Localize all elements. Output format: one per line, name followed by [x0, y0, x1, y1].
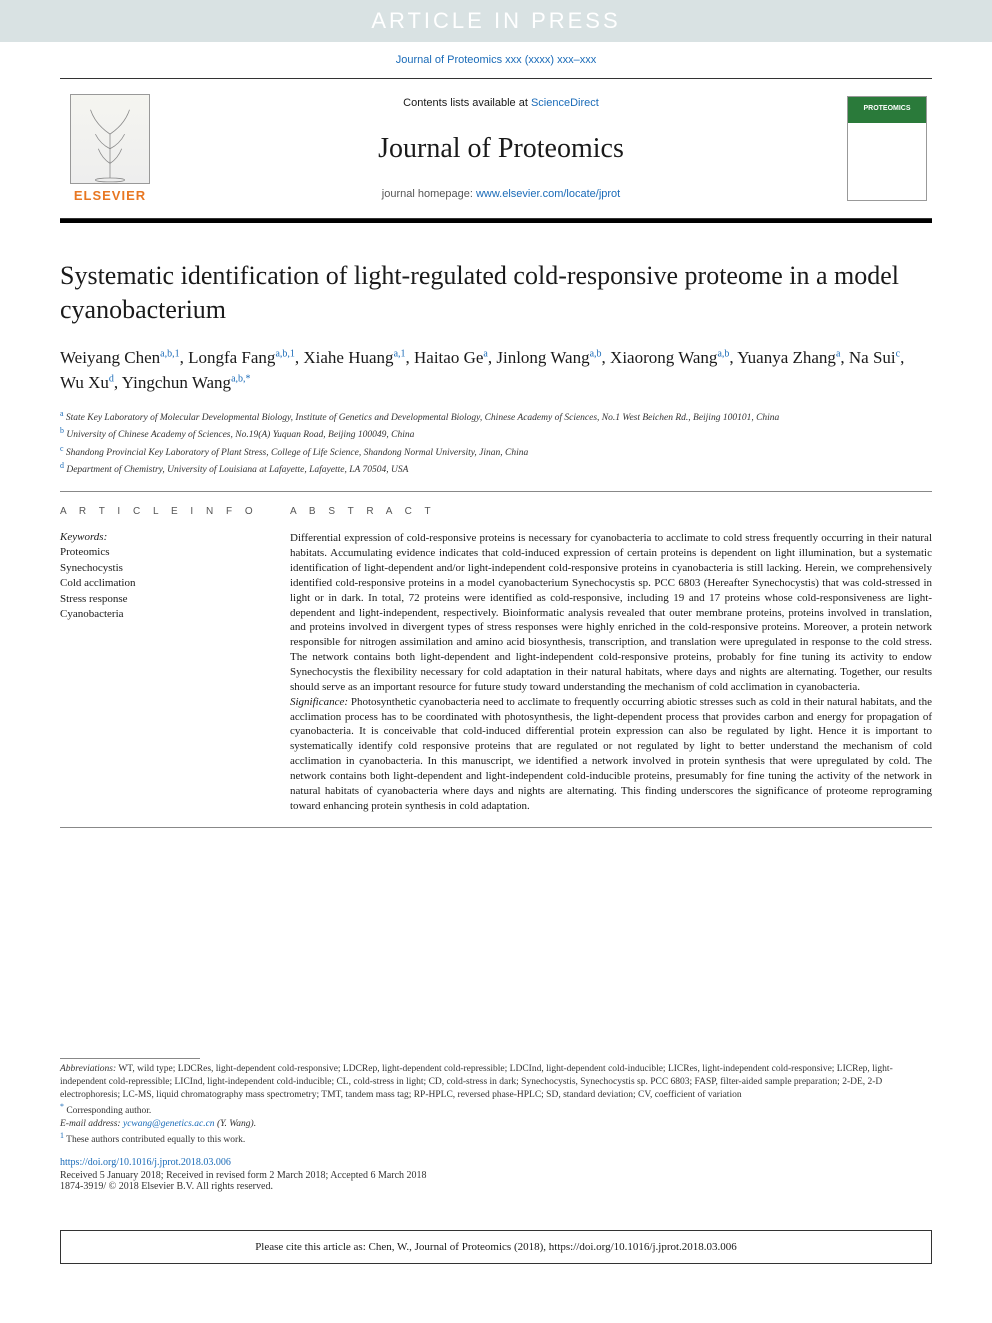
abstract-significance: Photosynthetic cyanobacteria need to acc…	[290, 696, 932, 812]
doi: https://doi.org/10.1016/j.jprot.2018.03.…	[60, 1157, 932, 1168]
authors-list: Weiyang Chena,b,1, Longfa Fanga,b,1, Xia…	[60, 345, 932, 396]
author: Xiaorong Wang	[610, 348, 717, 367]
sciencedirect-link[interactable]: ScienceDirect	[531, 97, 599, 109]
received-dates: Received 5 January 2018; Received in rev…	[60, 1170, 932, 1181]
keyword: Stress response	[60, 592, 260, 607]
elsevier-logo: ELSEVIER	[60, 89, 160, 208]
author: Yingchun Wang	[122, 373, 231, 392]
email-link[interactable]: ycwang@genetics.ac.cn	[123, 1119, 215, 1129]
author: Longfa Fang	[188, 348, 275, 367]
author: Jinlong Wang	[496, 348, 589, 367]
affiliation: c Shandong Provincial Key Laboratory of …	[60, 443, 932, 460]
header-center: Contents lists available at ScienceDirec…	[160, 89, 842, 208]
affiliation: a State Key Laboratory of Molecular Deve…	[60, 408, 932, 425]
article-info: A R T I C L E I N F O Keywords: Proteomi…	[60, 506, 260, 813]
footnote-rule	[60, 1058, 200, 1059]
keyword: Synechocystis	[60, 561, 260, 576]
abbrev-label: Abbreviations:	[60, 1064, 116, 1074]
equal-text: These authors contributed equally to thi…	[64, 1135, 245, 1145]
elsevier-tree-icon	[70, 94, 150, 184]
author: Yuanya Zhang	[737, 348, 836, 367]
author: Wu Xu	[60, 373, 109, 392]
author-aff-link[interactable]: d	[109, 373, 114, 384]
author: Na Sui	[849, 348, 896, 367]
doi-link[interactable]: https://doi.org/10.1016/j.jprot.2018.03.…	[60, 1157, 231, 1168]
author: Haitao Ge	[414, 348, 483, 367]
homepage-prefix: journal homepage:	[382, 188, 476, 200]
author-aff-link[interactable]: a,b,1	[160, 348, 179, 359]
affiliations: a State Key Laboratory of Molecular Deve…	[60, 408, 932, 478]
cite-box: Please cite this article as: Chen, W., J…	[60, 1230, 932, 1264]
journal-name: Journal of Proteomics	[170, 133, 832, 165]
significance-label: Significance:	[290, 696, 348, 708]
contents-available: Contents lists available at ScienceDirec…	[170, 97, 832, 109]
thin-rule	[60, 827, 932, 828]
abstract-text: Differential expression of cold-responsi…	[290, 531, 932, 813]
author-aff-link[interactable]: a,b	[717, 348, 729, 359]
keyword: Cold acclimation	[60, 576, 260, 591]
author: Weiyang Chen	[60, 348, 160, 367]
author-aff-link[interactable]: a,b,1	[275, 348, 294, 359]
contents-prefix: Contents lists available at	[403, 97, 531, 109]
corresponding-author: * Corresponding author.	[60, 1102, 932, 1118]
author-aff-link[interactable]: a,b,*	[231, 373, 250, 384]
author: Xiahe Huang	[303, 348, 393, 367]
affiliation: b University of Chinese Academy of Scien…	[60, 425, 932, 442]
abbreviations: Abbreviations: WT, wild type; LDCRes, li…	[60, 1063, 932, 1101]
equal-contribution: 1 These authors contributed equally to t…	[60, 1131, 932, 1147]
email-line: E-mail address: ycwang@genetics.ac.cn (Y…	[60, 1118, 932, 1131]
journal-homepage: journal homepage: www.elsevier.com/locat…	[170, 188, 832, 200]
corr-text: Corresponding author.	[66, 1106, 151, 1116]
author-aff-link[interactable]: a,b	[590, 348, 602, 359]
keyword: Proteomics	[60, 545, 260, 560]
elsevier-text: ELSEVIER	[74, 188, 146, 203]
abstract-head: A B S T R A C T	[290, 506, 932, 517]
keywords-list: ProteomicsSynechocystisCold acclimationS…	[60, 545, 260, 622]
author-aff-link[interactable]: a	[483, 348, 487, 359]
homepage-link[interactable]: www.elsevier.com/locate/jprot	[476, 188, 620, 200]
article-title: Systematic identification of light-regul…	[60, 259, 932, 327]
keywords-label: Keywords:	[60, 531, 260, 543]
journal-reference: Journal of Proteomics xxx (xxxx) xxx–xxx	[0, 42, 992, 78]
author-aff-link[interactable]: c	[896, 348, 900, 359]
email-label: E-mail address:	[60, 1119, 123, 1129]
journal-header: ELSEVIER Contents lists available at Sci…	[60, 78, 932, 219]
info-abstract-row: A R T I C L E I N F O Keywords: Proteomi…	[60, 506, 932, 813]
author-aff-link[interactable]: a,1	[394, 348, 406, 359]
author-aff-link[interactable]: a	[836, 348, 840, 359]
article-in-press-banner: ARTICLE IN PRESS	[0, 0, 992, 42]
abbrev-text: WT, wild type; LDCRes, light-dependent c…	[60, 1064, 893, 1100]
affiliation: d Department of Chemistry, University of…	[60, 460, 932, 477]
thin-rule	[60, 491, 932, 492]
email-name: (Y. Wang).	[215, 1119, 257, 1129]
copyright: 1874-3919/ © 2018 Elsevier B.V. All righ…	[60, 1181, 932, 1192]
journal-cover-thumb	[842, 89, 932, 208]
article-info-head: A R T I C L E I N F O	[60, 506, 260, 517]
cover-image	[847, 96, 927, 201]
footnotes: Abbreviations: WT, wild type; LDCRes, li…	[60, 1058, 932, 1146]
abstract-column: A B S T R A C T Differential expression …	[290, 506, 932, 813]
keyword: Cyanobacteria	[60, 607, 260, 622]
corr-marker: *	[60, 1102, 64, 1111]
abstract-main: Differential expression of cold-responsi…	[290, 532, 932, 692]
article-content: Systematic identification of light-regul…	[0, 223, 992, 1212]
